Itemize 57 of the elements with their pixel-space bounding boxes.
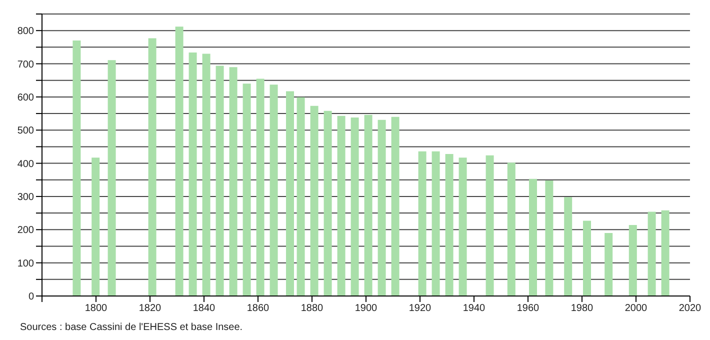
bar [364, 114, 372, 296]
bar [604, 232, 613, 296]
bar [286, 91, 294, 296]
bar [418, 151, 426, 296]
bar [108, 60, 116, 296]
bar [350, 118, 359, 296]
y-tick-label: 600 [17, 92, 34, 104]
bar [148, 38, 156, 296]
y-tick-label: 700 [17, 59, 34, 70]
x-tick-label: 1820 [138, 303, 162, 314]
x-tick-label: 2000 [624, 303, 648, 314]
bar [324, 110, 332, 296]
bar [661, 210, 670, 296]
bar [507, 162, 516, 296]
bar [310, 106, 318, 296]
bar [202, 54, 210, 296]
x-tick-label: 1960 [516, 303, 540, 314]
bar [92, 158, 100, 296]
bar [175, 26, 184, 296]
y-tick-label: 400 [17, 158, 34, 170]
bar [628, 225, 637, 296]
y-tick-label: 800 [17, 26, 34, 38]
bar [458, 158, 467, 296]
bar [229, 67, 238, 296]
bar [242, 84, 251, 296]
x-tick-label: 1980 [570, 303, 594, 314]
bar [432, 151, 440, 296]
bar [564, 197, 572, 296]
bar [256, 78, 264, 296]
bar [545, 180, 554, 296]
bar [378, 120, 386, 296]
bar [188, 52, 197, 296]
bar [270, 84, 278, 296]
y-tick-label: 300 [17, 192, 34, 204]
bar [529, 178, 537, 296]
y-tick-label: 500 [17, 126, 34, 137]
bar [583, 220, 591, 296]
bar [216, 66, 224, 296]
x-tick-label: 1940 [462, 303, 486, 314]
y-tick-label: 0 [28, 292, 34, 303]
bar [72, 40, 81, 296]
x-tick-label: 1880 [300, 303, 324, 314]
bar [337, 116, 346, 296]
y-tick-label: 100 [17, 258, 34, 270]
source-note: Sources : base Cassini de l'EHESS et base Insee. [20, 322, 244, 333]
x-tick-label: 2020 [678, 303, 702, 314]
bar [486, 155, 494, 296]
bar [391, 116, 400, 296]
x-tick-label: 1800 [84, 303, 108, 314]
x-tick-label: 1900 [354, 303, 378, 314]
x-tick-label: 1860 [246, 303, 270, 314]
y-tick-label: 200 [17, 225, 34, 236]
x-tick-label: 1920 [408, 303, 432, 314]
x-tick-label: 1840 [192, 303, 216, 314]
bar [445, 154, 454, 296]
bar [648, 212, 656, 296]
bar [296, 97, 305, 296]
